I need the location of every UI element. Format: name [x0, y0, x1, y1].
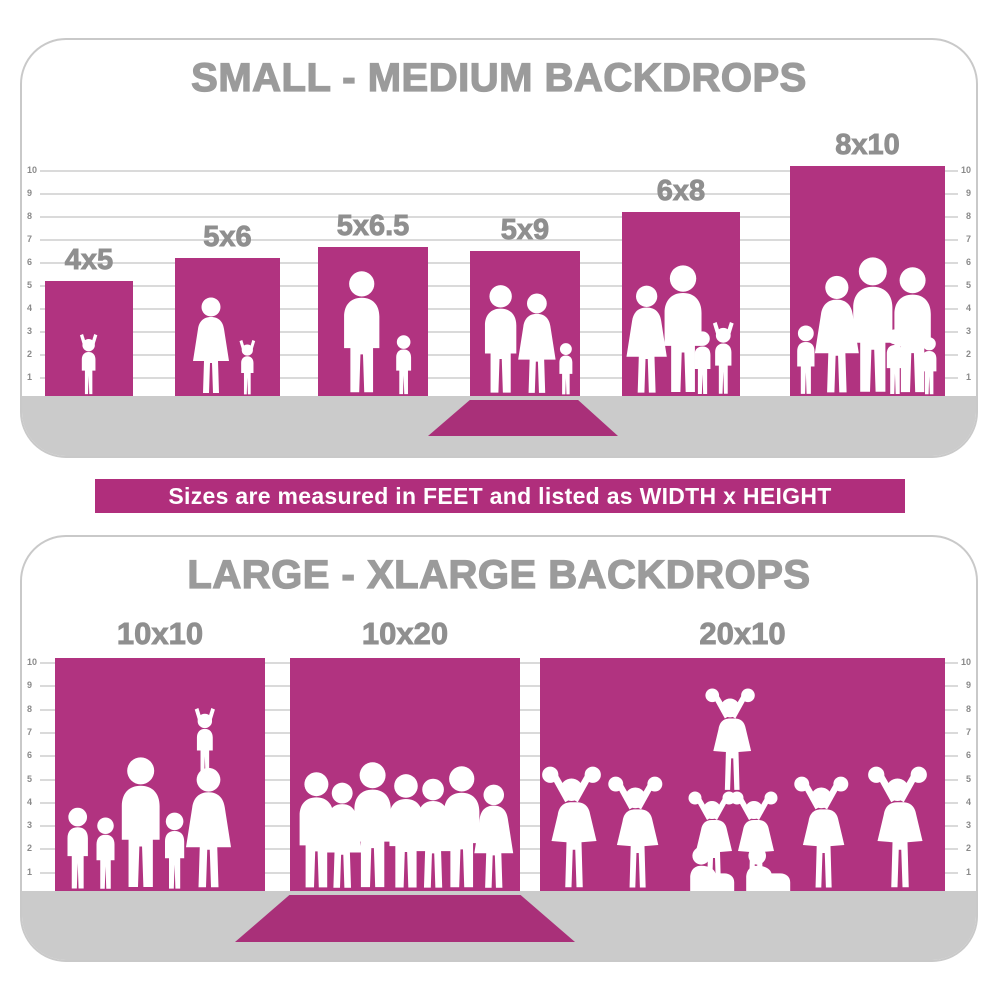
family-of-four-silhouette — [626, 265, 734, 395]
gridline — [40, 239, 958, 241]
family-group-silhouette — [797, 257, 937, 395]
father-and-son-silhouette — [344, 271, 412, 395]
panel-large-xlarge: LARGE - XLARGE BACKDROPS 10 9 8 7 6 5 4 … — [20, 535, 978, 962]
gridline — [40, 170, 958, 172]
backdrop-bar-20x10 — [540, 658, 945, 891]
cheerleading-squad-pyramid-silhouette — [542, 688, 927, 891]
size-label-6x8: 6x8 — [656, 175, 706, 208]
family-with-child-on-shoulders-silhouette — [67, 708, 231, 889]
backdrop-bar-10x20 — [290, 658, 520, 891]
size-label-10x20: 10x20 — [361, 616, 449, 652]
backdrop-bar-5x6.5 — [318, 247, 428, 396]
size-label-8x10: 8x10 — [835, 129, 900, 162]
size-label-20x10: 20x10 — [699, 616, 786, 652]
size-label-4x5: 4x5 — [64, 244, 114, 277]
gridline — [40, 216, 958, 218]
mother-and-child-silhouette — [193, 297, 256, 395]
backdrop-bar-6x8 — [622, 212, 740, 396]
measurement-note-text: Sizes are measured in FEET and listed as… — [168, 483, 832, 509]
backdrop-bar-5x9 — [470, 251, 580, 396]
floor-sweep-10x20 — [235, 895, 575, 942]
backdrop-bar-4x5 — [45, 281, 133, 396]
panel-title-small-medium: SMALL - MEDIUM BACKDROPS — [190, 55, 807, 100]
couple-with-child-silhouette — [484, 285, 573, 395]
toddler-silhouette — [79, 334, 98, 395]
size-label-5x9: 5x9 — [500, 214, 550, 247]
size-label-10x10: 10x10 — [116, 616, 204, 652]
backdrop-bar-5x6 — [175, 258, 280, 396]
size-label-5x6: 5x6 — [203, 221, 252, 254]
panel-title-large-xlarge: LARGE - XLARGE BACKDROPS — [187, 552, 811, 597]
backdrop-bar-10x10 — [55, 658, 265, 891]
size-label-5x6.5: 5x6.5 — [336, 210, 410, 243]
panel-small-medium: SMALL - MEDIUM BACKDROPS 10 9 8 7 6 5 4 … — [20, 38, 978, 458]
backdrop-bar-8x10 — [790, 166, 945, 396]
measurement-note-banner: Sizes are measured in FEET and listed as… — [95, 479, 905, 513]
group-of-seven-adults-silhouette — [299, 762, 514, 888]
gridline — [40, 193, 958, 195]
